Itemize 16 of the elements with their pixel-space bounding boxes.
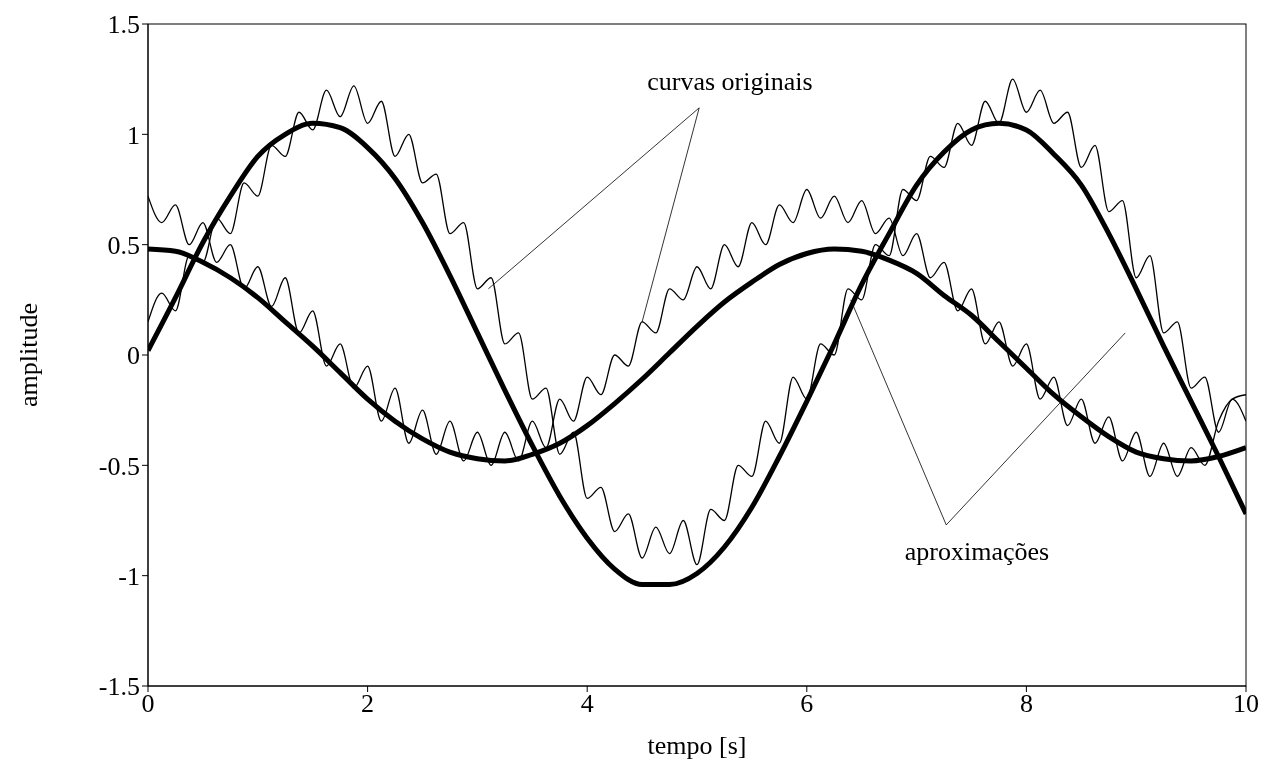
x-tick-label: 6 [800, 689, 814, 719]
y-tick-label: -0.5 [98, 451, 140, 481]
annotation: aproximações [904, 537, 1050, 567]
x-tick-label: 4 [580, 689, 594, 719]
x-tick-label: 10 [1233, 689, 1259, 719]
y-tick-label: 0 [127, 341, 140, 371]
y-tick-label: 0.5 [107, 230, 140, 260]
y-axis-title: amplitude [14, 303, 44, 407]
y-tick-label: 1 [127, 120, 140, 150]
x-tick-label: 8 [1019, 689, 1033, 719]
y-tick-label: 1.5 [107, 10, 140, 40]
x-axis-title: tempo [s] [647, 731, 747, 760]
y-tick-label: -1.5 [98, 672, 140, 702]
x-tick-label: 2 [361, 689, 375, 719]
y-tick-label: -1 [118, 561, 140, 591]
annotation: curvas originais [647, 67, 813, 97]
